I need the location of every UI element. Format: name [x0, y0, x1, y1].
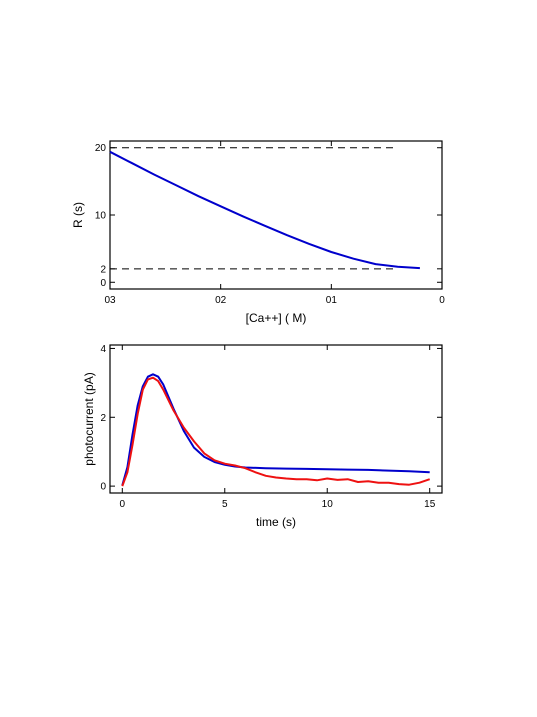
x-tick-label: 5: [222, 499, 228, 510]
photocurrent-time-chart: 0 5 10 15 0 2 4 time (s) photocurrent (pA): [82, 344, 443, 529]
y-tick-label: 0: [100, 278, 106, 289]
measured-series-line: [121, 376, 431, 487]
y-tick-label: 2: [100, 413, 106, 424]
x-tick-label: 02: [215, 295, 227, 306]
y-tick-label: 4: [100, 344, 106, 355]
y-tick-label: 20: [95, 143, 107, 154]
y-tick-label: 0: [100, 482, 106, 493]
x-tick-label: 01: [326, 295, 338, 306]
model-series-line: [121, 373, 430, 486]
x-tick-label: 0: [120, 499, 126, 510]
x-axis-label: time (s): [256, 515, 296, 529]
x-tick-label: 0: [439, 295, 445, 306]
y-axis-label: photocurrent (pA): [82, 372, 96, 465]
x-tick-label: 15: [424, 499, 436, 510]
x-axis-label: [Ca++] ( M): [246, 311, 307, 325]
x-tick-label: 03: [104, 295, 116, 306]
x-tick-label: 10: [322, 499, 334, 510]
y-axis-label: R (s): [71, 202, 85, 228]
plot-frame: [109, 344, 443, 494]
y-tick-label: 10: [95, 211, 107, 222]
y-tick-label: 2: [100, 264, 106, 275]
model-series-line: [109, 150, 420, 270]
